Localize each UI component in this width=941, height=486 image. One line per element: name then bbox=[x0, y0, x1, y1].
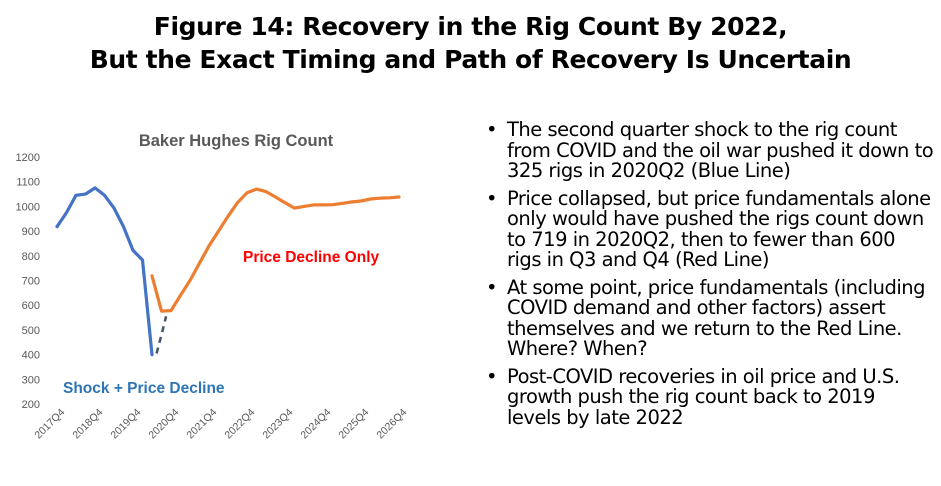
series-line-shock bbox=[55, 186, 154, 357]
y-tick-label: 1200 bbox=[16, 152, 40, 164]
slide-title-line-1: Figure 14: Recovery in the Rig Count By … bbox=[153, 12, 788, 41]
bullet-item: Price collapsed, but price fundamentals … bbox=[484, 188, 934, 271]
shock-label: Shock + Price Decline bbox=[63, 380, 225, 397]
x-tick-label: 2020Q4 bbox=[146, 406, 181, 441]
y-tick-label: 200 bbox=[22, 399, 40, 411]
bullet-item: Post-COVID recoveries in oil price and U… bbox=[484, 366, 934, 429]
y-axis: 200 300 400 500 600 700 800 900 1000 1100 1200 bbox=[16, 152, 40, 411]
x-tick-label: 2017Q4 bbox=[32, 406, 67, 441]
y-tick-label: 300 bbox=[22, 374, 40, 386]
y-tick-label: 1100 bbox=[16, 177, 40, 189]
y-tick-label: 500 bbox=[22, 325, 40, 337]
bullet-item: The second quarter shock to the rig coun… bbox=[484, 119, 934, 182]
series-layer bbox=[55, 186, 401, 357]
x-tick-label: 2021Q4 bbox=[184, 406, 219, 441]
x-tick-label: 2018Q4 bbox=[70, 406, 105, 441]
series-line-transition bbox=[155, 315, 168, 354]
price-decline-label: Price Decline Only bbox=[243, 249, 379, 266]
slide-title: Figure 14: Recovery in the Rig Count By … bbox=[0, 10, 941, 76]
rig-count-chart: Baker Hughes Rig Count 200 300 400 500 600 70… bbox=[16, 132, 410, 441]
y-tick-label: 800 bbox=[22, 251, 40, 263]
y-tick-label: 700 bbox=[22, 276, 40, 288]
x-tick-label: 2023Q4 bbox=[260, 406, 295, 441]
chart-title: Baker Hughes Rig Count bbox=[139, 132, 334, 150]
series-line-price bbox=[150, 187, 401, 313]
y-tick-label: 400 bbox=[22, 350, 40, 362]
x-tick-label: 2019Q4 bbox=[108, 406, 143, 441]
x-tick-label: 2024Q4 bbox=[298, 406, 333, 441]
y-tick-label: 600 bbox=[22, 300, 40, 312]
x-tick-label: 2025Q4 bbox=[336, 406, 371, 441]
bullet-list: The second quarter shock to the rig coun… bbox=[484, 119, 934, 435]
bullet-item: At some point, price fundamentals (inclu… bbox=[484, 277, 934, 360]
x-tick-label: 2022Q4 bbox=[222, 406, 257, 441]
slide-title-line-2: But the Exact Timing and Path of Recover… bbox=[89, 45, 852, 74]
y-tick-label: 900 bbox=[22, 226, 40, 238]
x-axis: 2017Q4 2018Q4 2019Q4 2020Q4 2021Q4 2022Q4 2023… bbox=[32, 406, 409, 441]
x-tick-label: 2026Q4 bbox=[374, 406, 409, 441]
y-tick-label: 1000 bbox=[16, 201, 40, 213]
